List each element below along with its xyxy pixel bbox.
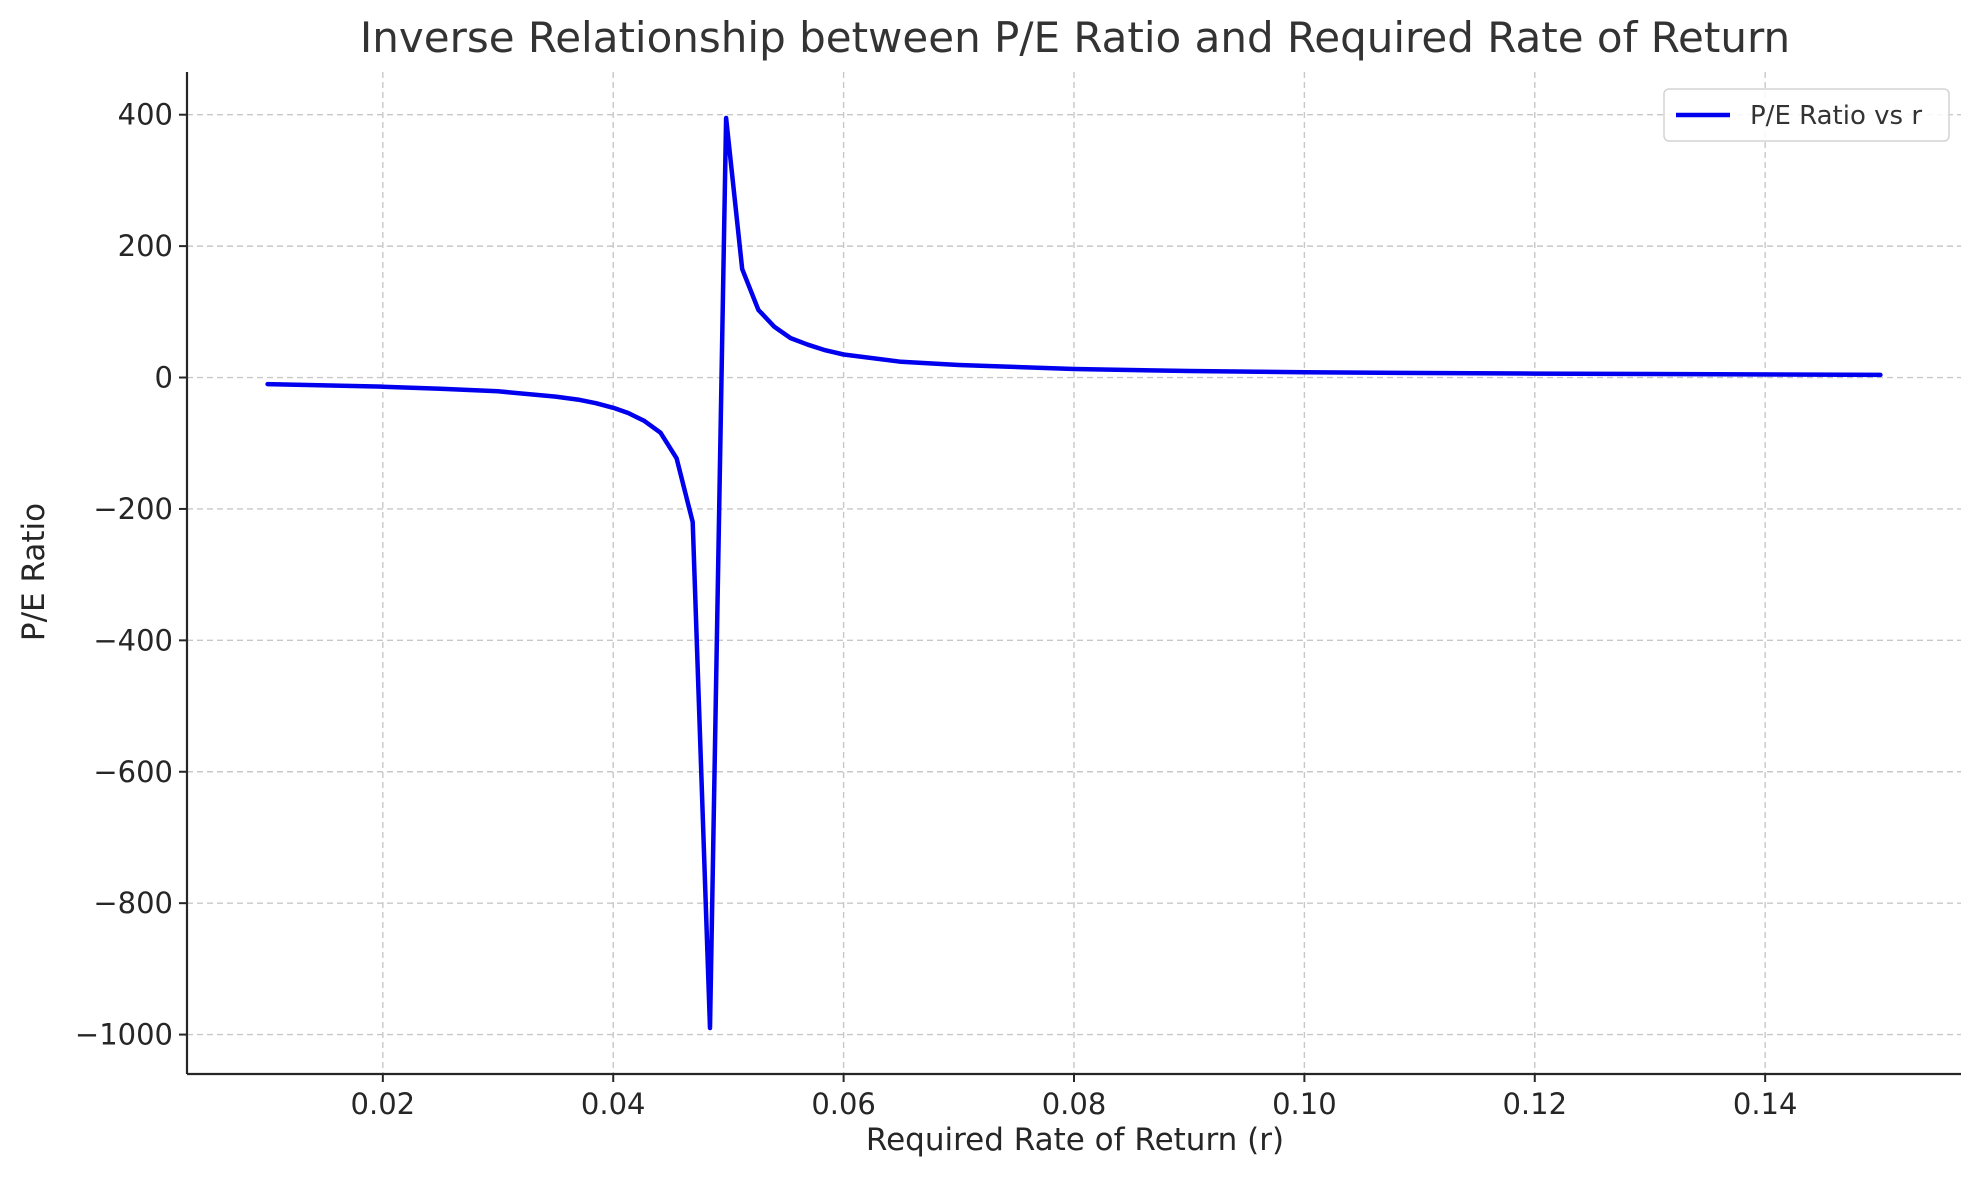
y-tick-label: 0: [155, 361, 173, 395]
y-tick-label: −200: [93, 492, 173, 526]
x-tick-label: 0.04: [581, 1087, 646, 1121]
y-tick-label: −1000: [75, 1018, 173, 1052]
x-tick-label: 0.08: [1042, 1087, 1107, 1121]
series-line: [265, 115, 1883, 1031]
gridlines: [187, 72, 1961, 1074]
y-tick-label: −400: [93, 623, 173, 657]
series-lines: [265, 115, 1883, 1031]
x-tick-label: 0.14: [1733, 1087, 1798, 1121]
axes: [179, 72, 1961, 1082]
y-tick-label: −800: [93, 886, 173, 920]
x-tick-label: 0.02: [351, 1087, 416, 1121]
x-tick-label: 0.06: [811, 1087, 876, 1121]
y-axis-label: P/E Ratio: [16, 503, 52, 641]
x-axis-label: Required Rate of Return (r): [866, 1122, 1284, 1158]
y-tick-label: −600: [93, 755, 173, 789]
legend-label: P/E Ratio vs r: [1750, 101, 1922, 131]
x-tick-label: 0.10: [1272, 1087, 1337, 1121]
legend: P/E Ratio vs r: [1663, 88, 1950, 142]
x-tick-label: 0.12: [1502, 1087, 1567, 1121]
y-tick-label: 400: [118, 98, 173, 132]
chart-title: Inverse Relationship between P/E Ratio a…: [360, 13, 1790, 62]
legend-box: [1663, 88, 1950, 142]
tick-labels: 0.02 0.04 0.06 0.08 0.10 0.12 0.14 400 200 0 −200 −…: [75, 98, 1798, 1121]
y-tick-label: 200: [118, 229, 173, 263]
